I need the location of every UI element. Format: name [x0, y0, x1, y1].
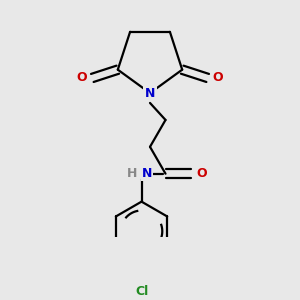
Text: O: O [196, 167, 207, 180]
Text: N: N [145, 87, 155, 100]
Text: N: N [142, 167, 152, 180]
Text: Cl: Cl [135, 285, 148, 298]
Text: H: H [127, 167, 137, 180]
Text: O: O [76, 71, 87, 85]
Text: O: O [213, 71, 224, 85]
